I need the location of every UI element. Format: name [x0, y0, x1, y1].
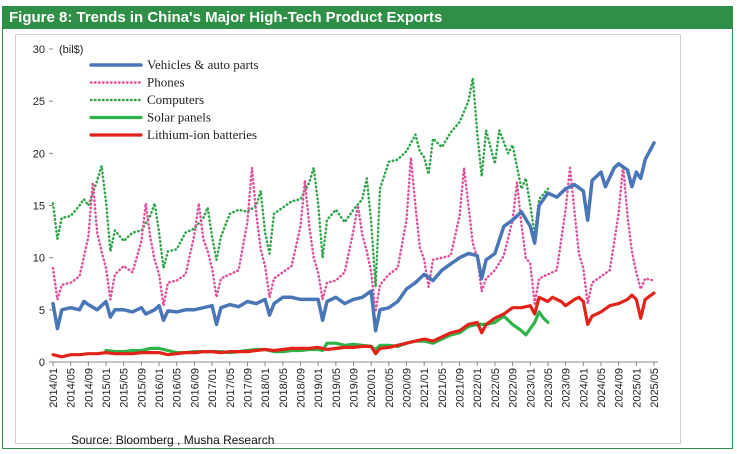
x-tick-label: 2014/05	[66, 368, 78, 408]
x-tick-label: 2023/09	[561, 368, 573, 408]
x-tick-label: 2015/05	[119, 368, 131, 408]
x-tick-label: 2022/05	[490, 368, 502, 408]
x-tick-label: 2021/01	[419, 368, 431, 408]
x-tick-label: 2019/05	[331, 368, 343, 408]
x-tick-label: 2017/09	[242, 368, 254, 408]
legend-label-solar-panels: Solar panels	[147, 110, 211, 125]
series-line-vehicles-auto-parts	[51, 141, 656, 333]
x-tick-label: 2020/05	[384, 368, 396, 408]
x-tick-label: 2022/01	[472, 368, 484, 408]
legend-label-lithium-ion-batteries: Lithium-ion batteries	[147, 127, 257, 142]
x-tick-label: 2016/05	[172, 368, 184, 408]
x-tick-label: 2025/05	[649, 368, 661, 408]
x-tick-label: 2018/09	[295, 368, 307, 408]
x-tick-label: 2014/09	[83, 368, 95, 408]
x-tick-label: 2024/01	[578, 368, 590, 408]
y-tick-label: 20	[33, 148, 45, 160]
x-tick-label: 2024/09	[614, 368, 626, 408]
x-tick-label: 2021/09	[455, 368, 467, 408]
series-line-lithium-ion-batteries	[51, 291, 656, 359]
y-tick-label: 15	[33, 201, 45, 213]
plot-area-border	[15, 34, 681, 444]
legend-label-computers: Computers	[147, 92, 204, 107]
x-tick-label: 2022/09	[508, 368, 520, 408]
x-tick-label: 2020/01	[366, 368, 378, 408]
x-tick-label: 2017/01	[207, 368, 219, 408]
legend-label-vehicles-auto-parts: Vehicles & auto parts	[147, 57, 259, 72]
y-tick-label: 25	[33, 96, 45, 108]
y-unit-label: (bil$)	[59, 44, 83, 56]
x-tick-label: 2020/09	[402, 368, 414, 408]
series-line-phones	[51, 156, 656, 314]
y-tick-label: 5	[39, 305, 45, 317]
figure-frame: Figure 8: Trends in China's Major High-T…	[2, 6, 733, 449]
x-tick-label: 2016/01	[154, 368, 166, 408]
x-tick-label: 2023/01	[525, 368, 537, 408]
x-tick-label: 2018/01	[260, 368, 272, 408]
x-tick-label: 2023/05	[543, 368, 555, 408]
x-tick-label: 2019/01	[313, 368, 325, 408]
line-chart: 0 5 10 15 20 25 30 2014/01 2014/05 2014/09 2015/0…	[33, 44, 661, 408]
y-tick-label: 30	[33, 44, 45, 56]
source-note: Source: Bloomberg , Musha Research	[71, 433, 275, 447]
x-tick-label: 2014/01	[48, 368, 60, 408]
x-tick-label: 2016/09	[189, 368, 201, 408]
x-tick-label: 2015/01	[101, 368, 113, 408]
figure-title: Figure 8: Trends in China's Major High-T…	[3, 7, 732, 29]
x-tick-label: 2021/05	[437, 368, 449, 408]
x-tick-label: 2018/05	[278, 368, 290, 408]
x-tick-label: 2017/05	[225, 368, 237, 408]
x-tick-label: 2019/09	[349, 368, 361, 408]
legend-label-phones: Phones	[147, 75, 185, 90]
y-tick-label: 0	[39, 357, 45, 369]
y-tick-label: 10	[33, 253, 45, 265]
x-tick-label: 2024/05	[596, 368, 608, 408]
x-tick-label: 2015/09	[136, 368, 148, 408]
x-tick-label: 2025/01	[631, 368, 643, 408]
